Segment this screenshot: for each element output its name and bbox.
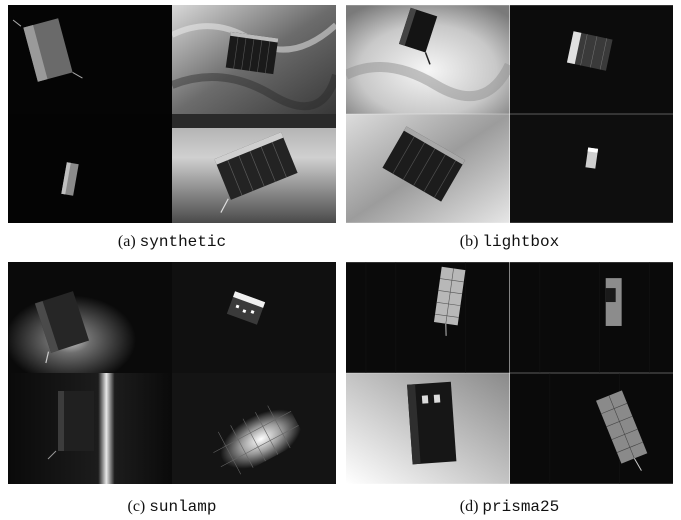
caption-label: (b) bbox=[459, 233, 479, 250]
panel-sunlamp: (c) sunlamp bbox=[8, 262, 336, 516]
image-grid-sunlamp bbox=[8, 262, 336, 484]
caption-dataset-name: synthetic bbox=[139, 233, 227, 251]
lightbox-image-1 bbox=[346, 5, 510, 114]
prisma25-image-2 bbox=[509, 262, 673, 373]
prisma25-image-1 bbox=[346, 262, 510, 373]
sunlamp-image-4 bbox=[172, 373, 336, 484]
caption-prisma25: (d) prisma25 bbox=[346, 498, 673, 516]
prisma25-image-4 bbox=[509, 373, 673, 484]
synthetic-image-3 bbox=[8, 114, 172, 223]
caption-dataset-name: sunlamp bbox=[149, 498, 217, 516]
lightbox-image-2 bbox=[509, 5, 673, 114]
lightbox-image-3 bbox=[346, 114, 510, 223]
synthetic-image-4 bbox=[172, 114, 336, 223]
caption-lightbox: (b) lightbox bbox=[346, 233, 673, 251]
caption-dataset-name: prisma25 bbox=[482, 498, 560, 516]
panel-synthetic: (a) synthetic bbox=[8, 5, 336, 251]
caption-synthetic: (a) synthetic bbox=[8, 233, 336, 251]
image-grid-synthetic bbox=[8, 5, 336, 223]
synthetic-image-2 bbox=[172, 5, 336, 114]
lightbox-image-4 bbox=[509, 114, 673, 223]
panel-lightbox: (b) lightbox bbox=[346, 5, 673, 251]
sunlamp-image-2 bbox=[172, 262, 336, 373]
prisma25-image-3 bbox=[346, 373, 510, 484]
sunlamp-image-1 bbox=[8, 262, 172, 373]
image-grid-lightbox bbox=[346, 5, 673, 223]
caption-dataset-name: lightbox bbox=[482, 233, 560, 251]
caption-sunlamp: (c) sunlamp bbox=[8, 498, 336, 516]
image-grid-prisma25 bbox=[346, 262, 673, 484]
panel-prisma25: (d) prisma25 bbox=[346, 262, 673, 516]
synthetic-image-1 bbox=[8, 5, 172, 114]
caption-label: (d) bbox=[459, 498, 479, 515]
caption-label: (c) bbox=[127, 498, 146, 515]
caption-label: (a) bbox=[117, 233, 136, 250]
sunlamp-image-3 bbox=[8, 373, 172, 484]
